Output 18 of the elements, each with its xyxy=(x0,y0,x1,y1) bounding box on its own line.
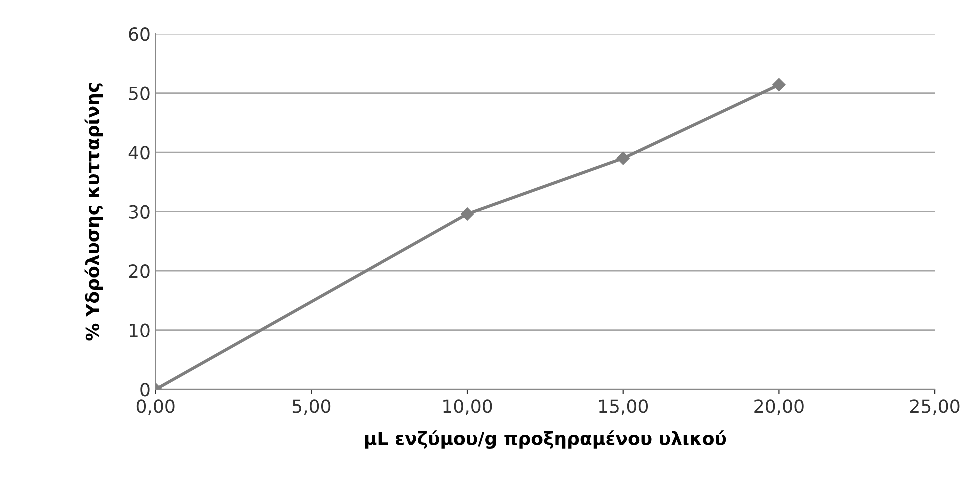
y-tick-label: 40 xyxy=(128,146,150,160)
x-tick-label: 25,00 xyxy=(910,400,960,416)
point xyxy=(772,78,786,92)
x-tick-label: 5,00 xyxy=(292,400,331,416)
y-axis-title: % Υδρόλυσης κυτταρίνης xyxy=(84,84,104,341)
y-tick-label: 30 xyxy=(129,205,150,219)
point xyxy=(616,152,630,166)
y-tick-label: 60 xyxy=(129,28,150,42)
x-axis-title: μL ενζύμου/g προξηραμένου υλικού xyxy=(365,430,726,450)
y-tick-label: 50 xyxy=(129,86,150,100)
x-tick-label: 20,00 xyxy=(754,400,804,416)
y-tick-label: 0 xyxy=(140,383,150,397)
point xyxy=(460,208,474,221)
y-tick-label: 10 xyxy=(130,324,150,338)
x-tick-label: 10,00 xyxy=(444,400,492,416)
x-tick-label: 15,00 xyxy=(600,400,648,416)
x-tick-label: 0,00 xyxy=(136,400,175,416)
y-tick-label: 20 xyxy=(129,264,150,278)
